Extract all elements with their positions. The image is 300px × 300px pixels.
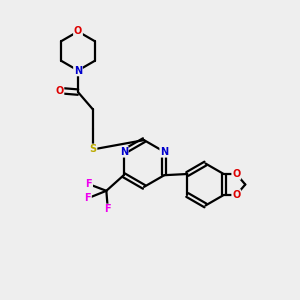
Text: F: F — [84, 193, 91, 203]
Text: S: S — [89, 144, 97, 154]
Text: N: N — [120, 147, 128, 157]
Text: F: F — [104, 204, 111, 214]
Text: F: F — [85, 179, 92, 189]
Text: N: N — [160, 147, 168, 157]
Text: O: O — [232, 169, 240, 179]
Text: O: O — [232, 190, 240, 200]
Text: N: N — [74, 65, 82, 76]
Text: O: O — [74, 26, 82, 37]
Text: O: O — [55, 85, 64, 96]
